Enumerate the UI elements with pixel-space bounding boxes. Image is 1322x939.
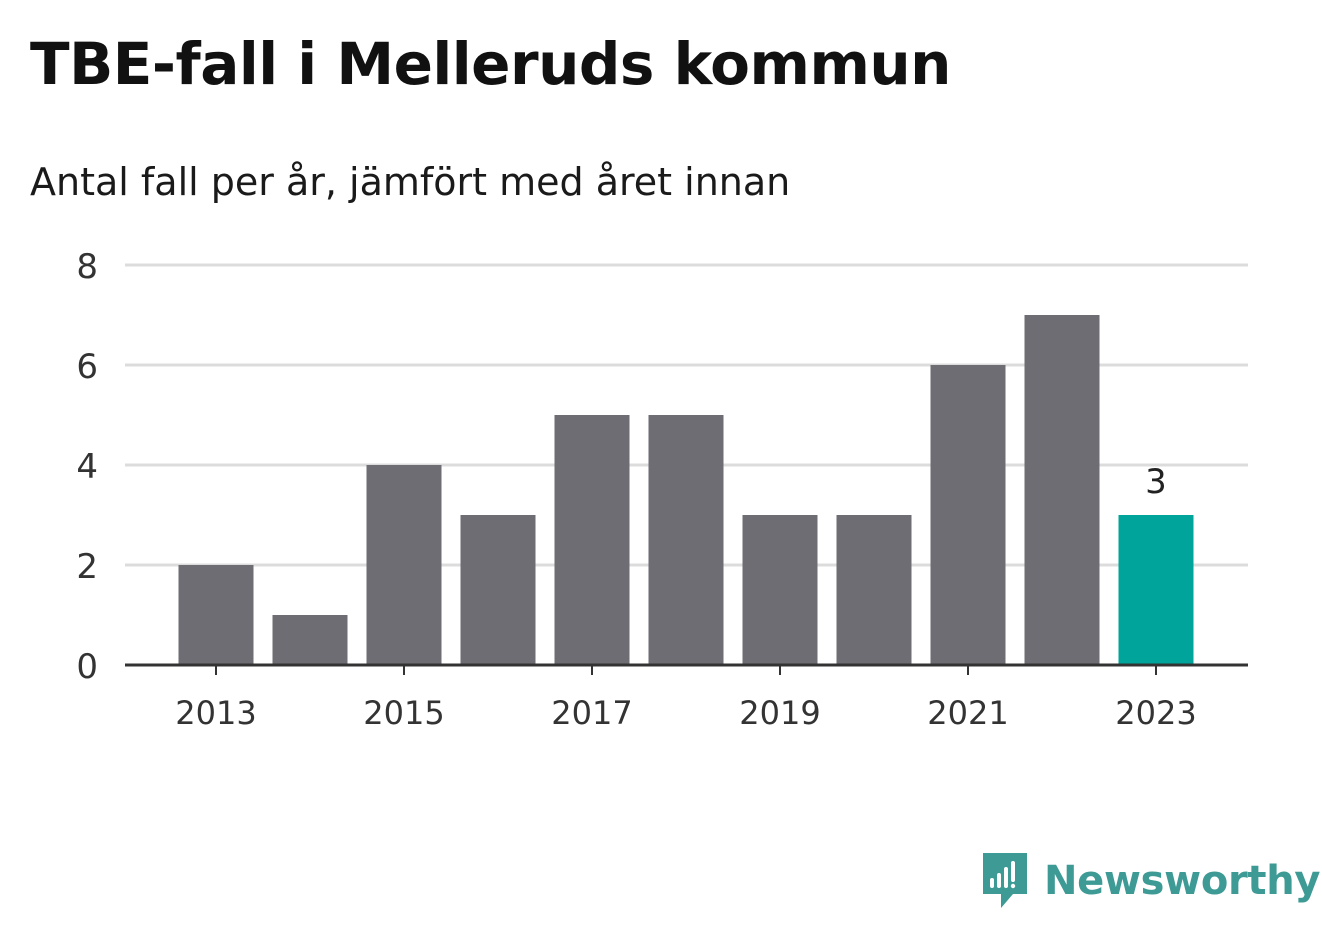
y-tick-label-6: 6 <box>76 347 98 387</box>
bar-2013 <box>178 565 254 665</box>
bar-2022 <box>1024 315 1100 665</box>
y-tick-label-2: 2 <box>76 547 98 587</box>
bars <box>178 315 1194 665</box>
x-tick-label-2021: 2021 <box>927 694 1008 732</box>
bar-2018 <box>648 415 724 665</box>
y-tick-label-4: 4 <box>76 447 98 487</box>
x-tick-label-2019: 2019 <box>739 694 820 732</box>
bar-2021 <box>930 365 1006 665</box>
data-labels: 3 <box>1145 462 1167 502</box>
bar-2019 <box>742 515 818 665</box>
x-tick-label-2023: 2023 <box>1115 694 1196 732</box>
bar-2020 <box>836 515 912 665</box>
y-tick-label-0: 0 <box>76 647 98 687</box>
chart-title: TBE-fall i Melleruds kommun <box>30 30 951 98</box>
newsworthy-logo: Newsworthy <box>980 850 1321 912</box>
x-axis-ticks: 2013 2015 2017 2019 2021 2023 <box>175 665 1197 732</box>
bar-2016 <box>460 515 536 665</box>
y-axis-ticks: 0 2 4 6 8 <box>76 247 98 687</box>
bar-2014 <box>272 615 348 665</box>
data-label-2023: 3 <box>1145 462 1167 502</box>
x-tick-label-2015: 2015 <box>363 694 444 732</box>
x-tick-label-2017: 2017 <box>551 694 632 732</box>
x-tick-label-2013: 2013 <box>175 694 256 732</box>
newsworthy-logo-icon <box>983 853 1027 908</box>
chart-subtitle: Antal fall per år, jämfört med året inna… <box>30 160 791 204</box>
bar-2023 <box>1118 515 1194 665</box>
bar-chart: 0 2 4 6 8 2013 2015 2017 2019 2021 2023 3 <box>76 247 1248 732</box>
bar-2017 <box>554 415 630 665</box>
y-tick-label-8: 8 <box>76 247 98 287</box>
bar-2015 <box>366 465 442 665</box>
brand-name: Newsworthy <box>1044 858 1321 904</box>
